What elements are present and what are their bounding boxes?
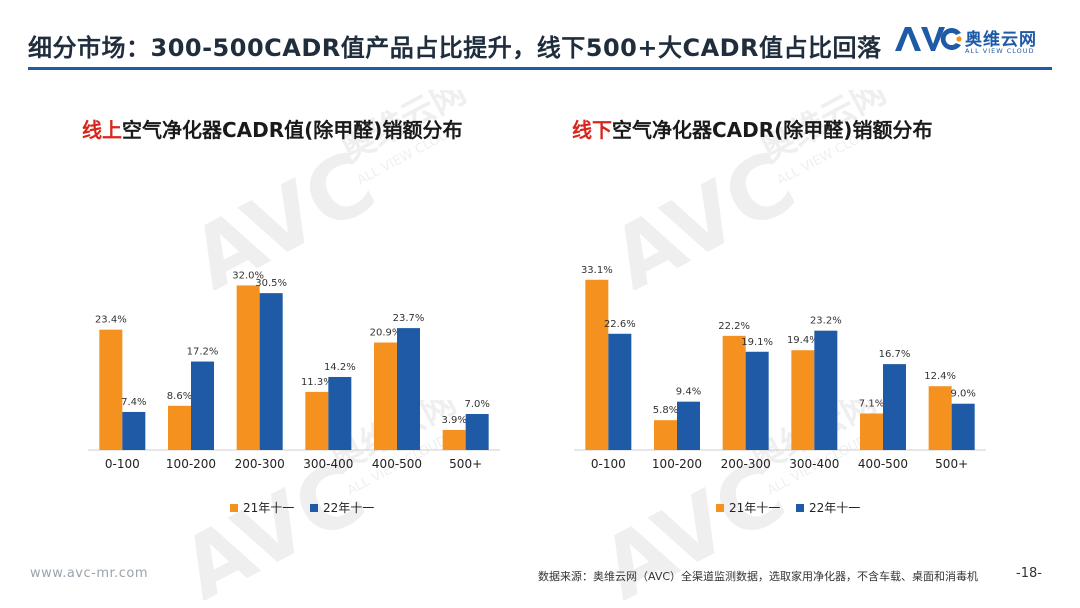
online-data-label: 20.9%	[370, 328, 402, 339]
offline-x-tick-label: 200-300	[721, 457, 771, 471]
online-data-label: 30.5%	[255, 278, 287, 289]
online-bar-22	[397, 328, 420, 450]
logo-chinese-text: 奥维云网	[965, 30, 1037, 50]
online-data-label: 23.4%	[95, 315, 127, 326]
offline-bar-22	[883, 364, 906, 450]
offline-data-label: 9.4%	[676, 387, 701, 398]
offline-bar-22	[814, 330, 838, 450]
online-x-tick-label: 400-500	[372, 457, 422, 471]
offline-legend-label: 21年十一	[729, 501, 780, 515]
online-data-label: 7.4%	[121, 397, 146, 408]
offline-bar-22	[745, 351, 769, 450]
right-chart-title-highlight: 线下	[572, 118, 612, 142]
online-bar-22	[122, 411, 146, 450]
offline-x-tick-label: 500+	[935, 457, 968, 471]
online-data-label: 11.3%	[301, 377, 333, 388]
online-legend-swatch	[310, 504, 318, 512]
offline-bar-21	[860, 413, 883, 450]
online-bar-21	[305, 391, 329, 450]
offline-x-tick-label: 400-500	[858, 457, 908, 471]
offline-legend-swatch	[796, 504, 804, 512]
online-x-tick-label: 0-100	[105, 457, 140, 471]
footer-data-source: 数据来源：奥维云网（AVC）全渠道监测数据，选取家用净化器，不含车载、桌面和消毒…	[538, 570, 979, 583]
online-legend-label: 22年十一	[323, 501, 374, 515]
right-chart-title-text: 空气净化器CADR(除甲醛)销额分布	[612, 118, 933, 142]
online-bar-22	[259, 293, 283, 450]
online-x-tick-label: 500+	[449, 457, 482, 471]
online-bar-21	[168, 405, 191, 450]
online-data-label: 3.9%	[441, 415, 466, 426]
right-chart-title: 线下空气净化器CADR(除甲醛)销额分布	[572, 114, 932, 143]
footer-url: www.avc-mr.com	[30, 566, 149, 581]
offline-bar-22	[951, 403, 975, 450]
online-x-tick-label: 300-400	[303, 457, 353, 471]
offline-bar-22	[608, 333, 632, 450]
online-bar-21	[442, 429, 466, 450]
logo-english-text: ALL VIEW CLOUD	[965, 47, 1035, 55]
online-legend-label: 21年十一	[243, 501, 294, 515]
offline-x-tick-label: 100-200	[652, 457, 702, 471]
offline-data-label: 16.7%	[879, 349, 911, 360]
page-title: 细分市场：300-500CADR值产品占比提升，线下500+大CADR值占比回落	[28, 34, 882, 62]
offline-bar-21	[791, 350, 815, 450]
online-data-label: 14.2%	[324, 362, 356, 373]
offline-data-label: 22.2%	[718, 321, 750, 332]
offline-bar-22	[677, 401, 700, 450]
offline-x-tick-label: 0-100	[591, 457, 626, 471]
online-bar-21	[236, 285, 260, 450]
online-bar-21	[99, 329, 123, 450]
offline-data-label: 19.4%	[787, 335, 819, 346]
online-bar-21	[374, 342, 397, 450]
left-chart-title-highlight: 线上	[82, 118, 122, 142]
header-divider	[28, 67, 1052, 70]
online-data-label: 8.6%	[167, 391, 192, 402]
offline-data-label: 7.1%	[859, 398, 884, 409]
offline-data-label: 5.8%	[653, 405, 678, 416]
offline-cadr-bar-chart: 33.1% 22.6% 0-100 5.8% 9.4% 100-200 22.2% 19.1%…	[574, 265, 986, 515]
offline-x-tick-label: 300-400	[789, 457, 839, 471]
page-number: -18-	[1016, 566, 1042, 581]
avc-logo: 奥维云网 ALL VIEW CLOUD	[893, 22, 1058, 58]
offline-bar-21	[585, 279, 609, 450]
online-bar-22	[191, 361, 214, 450]
online-data-label: 7.0%	[464, 399, 489, 410]
avc-logo-mark	[895, 27, 962, 51]
left-chart-title: 线上空气净化器CADR值(除甲醛)销额分布	[82, 114, 462, 143]
offline-data-label: 33.1%	[581, 265, 613, 276]
offline-legend-swatch	[716, 504, 724, 512]
online-data-label: 32.0%	[232, 270, 264, 281]
online-bar-22	[328, 376, 352, 450]
offline-bar-21	[928, 386, 952, 450]
slide-header: 细分市场：300-500CADR值产品占比提升，线下500+大CADR值占比回落…	[0, 0, 1080, 70]
online-x-tick-label: 200-300	[235, 457, 285, 471]
offline-data-label: 12.4%	[924, 371, 956, 382]
offline-data-label: 23.2%	[810, 316, 842, 327]
offline-data-label: 9.0%	[950, 389, 975, 400]
online-bar-22	[465, 414, 489, 450]
offline-legend-label: 22年十一	[809, 501, 860, 515]
offline-bar-21	[722, 335, 746, 450]
left-chart-title-text: 空气净化器CADR值(除甲醛)销额分布	[122, 118, 463, 142]
online-legend-swatch	[230, 504, 238, 512]
online-x-tick-label: 100-200	[166, 457, 216, 471]
online-data-label: 17.2%	[187, 347, 219, 358]
offline-data-label: 19.1%	[741, 337, 773, 348]
online-data-label: 23.7%	[393, 313, 425, 324]
offline-data-label: 22.6%	[604, 319, 636, 330]
online-cadr-bar-chart: 23.4% 7.4% 0-100 8.6% 17.2% 100-200 32.0%30.5%…	[88, 270, 500, 515]
offline-bar-21	[654, 420, 677, 450]
